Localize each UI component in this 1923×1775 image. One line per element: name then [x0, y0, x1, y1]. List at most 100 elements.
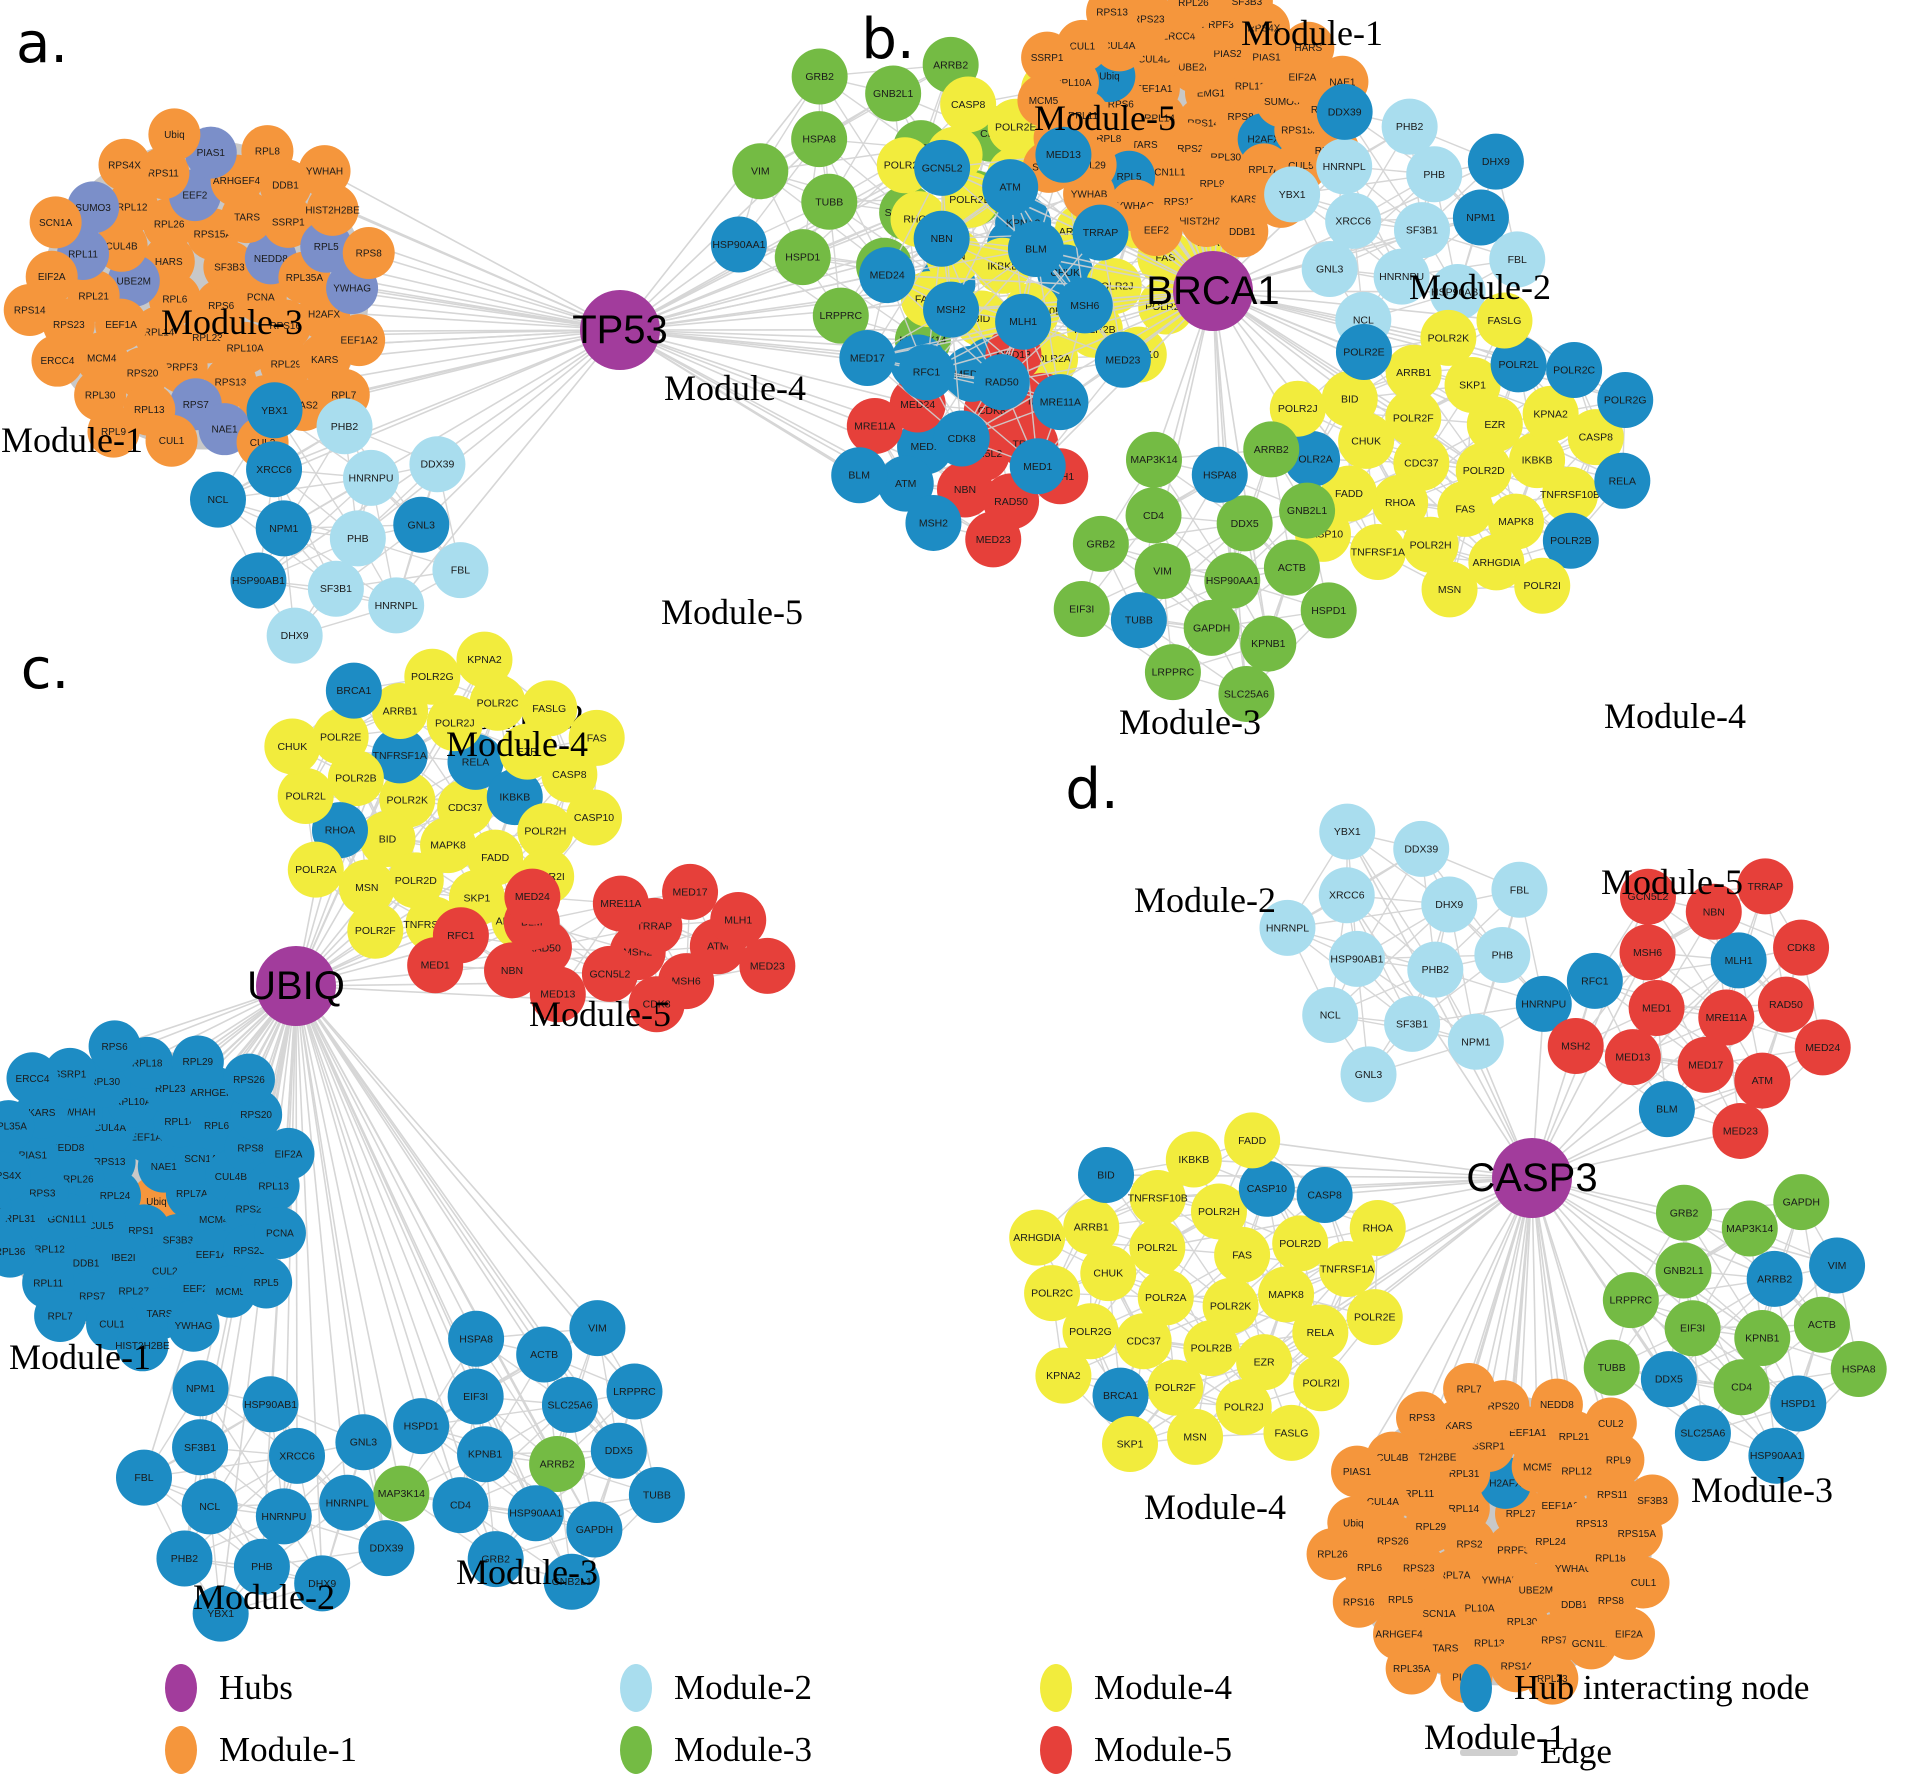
node-label-GAPDH: GAPDH	[1193, 622, 1230, 634]
node-label-DHX9: DHX9	[281, 630, 309, 642]
node-TUBB: TUBB	[1110, 592, 1167, 649]
node-label-NEDD8: NEDD8	[50, 1143, 84, 1154]
node-label-SSRP1: SSRP1	[1472, 1442, 1505, 1453]
node-circle-TUBB	[628, 1467, 685, 1524]
node-label-BID: BID	[1097, 1170, 1115, 1182]
node-MSH2: MSH2	[1547, 1017, 1604, 1074]
node-label-MSH2: MSH2	[936, 304, 965, 316]
node-label-RPL13: RPL13	[134, 405, 165, 416]
node-circle-GNL3	[1340, 1046, 1397, 1103]
node-label-RPL5: RPL5	[1388, 1595, 1413, 1606]
node-label-POLR2E: POLR2E	[1343, 346, 1384, 358]
node-label-SKP1: SKP1	[1117, 1439, 1144, 1451]
node-circle-SF3B3	[1220, 0, 1273, 28]
node-label-CASP8: CASP8	[552, 769, 587, 781]
node-EIF3I: EIF3I	[1664, 1300, 1721, 1357]
node-label-HSP90AB1: HSP90AB1	[1431, 286, 1484, 298]
node-XRCC6: XRCC6	[246, 441, 303, 498]
hub-edge	[357, 329, 621, 540]
node-label-TNFRSF1A: TNFRSF1A	[1351, 546, 1405, 558]
node-HNRNPL: HNRNPL	[1316, 138, 1373, 195]
node-label-DDX39: DDX39	[420, 459, 454, 471]
node-SF3B3: SF3B3	[1626, 1474, 1679, 1527]
node-TNFRSF1A: TNFRSF1A	[371, 727, 428, 784]
node-label-POLR2F: POLR2F	[1155, 1382, 1196, 1394]
node-circle-RELA	[1292, 1304, 1349, 1361]
node-circle-CHUK	[264, 718, 321, 775]
node-circle-SF3B1	[307, 560, 364, 617]
node-ARHGDIA: ARHGDIA	[1468, 534, 1525, 591]
node-label-RPL23: RPL23	[1537, 1674, 1568, 1685]
hub-edge	[395, 329, 621, 606]
node-circle-XRCC6	[246, 441, 303, 498]
node-PIAS2: PIAS2	[1440, 1651, 1493, 1704]
node-FADD: FADD	[1321, 465, 1378, 522]
node-circle-FBL	[1489, 231, 1546, 288]
node-label-IKBKB: IKBKB	[1522, 455, 1553, 467]
hub-edge	[295, 985, 323, 1584]
node-circle-POLR2E	[1335, 323, 1392, 380]
node-NPM1: NPM1	[172, 1360, 229, 1417]
node-label-RPL7A: RPL7A	[176, 1189, 208, 1200]
node-label-FADD: FADD	[481, 852, 509, 864]
node-label-RPS13: RPS13	[1576, 1519, 1608, 1530]
hub-edge	[1531, 1177, 1775, 1280]
node-SF3B1: SF3B1	[172, 1419, 229, 1476]
node-PHB2: PHB2	[1407, 941, 1464, 998]
node-circle-VIM	[569, 1300, 626, 1357]
node-label-CDK8: CDK8	[643, 999, 671, 1011]
node-CDC37: CDC37	[1115, 1313, 1172, 1370]
node-label-HSPA8: HSPA8	[1203, 469, 1237, 481]
node-label-MED17: MED17	[1688, 1059, 1723, 1071]
node-label-EEF1A2: EEF1A2	[130, 1132, 168, 1143]
node-circle-NPM1	[1447, 1013, 1504, 1070]
node-MED24: MED24	[504, 868, 561, 925]
node-label-CDK8: CDK8	[1787, 942, 1815, 954]
node-label-SSRP1: SSRP1	[272, 217, 305, 228]
node-label-MRE11A: MRE11A	[854, 421, 895, 433]
node-label-HIST2H2BE: HIST2H2BE	[305, 205, 360, 216]
node-label-RPS8: RPS8	[1228, 112, 1255, 123]
node-circle-MED24	[1794, 1019, 1851, 1076]
node-label-POLR2G: POLR2G	[1069, 1326, 1112, 1338]
node-label-RPL14: RPL14	[164, 1117, 195, 1128]
node-label-CDC37: CDC37	[1126, 1336, 1161, 1348]
hub-circle-BRCA1	[1173, 251, 1253, 331]
node-HNRNPL: HNRNPL	[319, 1474, 376, 1531]
node-circle-GNL3	[335, 1414, 392, 1471]
node-label-POLR2I: POLR2I	[1524, 580, 1561, 592]
node-circle-RAD50	[1757, 976, 1814, 1033]
node-label-DDX39: DDX39	[1404, 843, 1438, 855]
node-label-RPS14: RPS14	[1187, 119, 1219, 130]
node-circle-MRE11A	[1032, 374, 1089, 431]
node-label-CD4: CD4	[450, 1500, 471, 1512]
node-label-RPL9: RPL9	[1606, 1455, 1631, 1466]
node-label-RPL29: RPL29	[183, 1057, 214, 1068]
node-label-TNFRSF1A: TNFRSF1A	[373, 750, 427, 762]
hub-edge	[619, 329, 918, 406]
node-MAP3K14: MAP3K14	[373, 1465, 430, 1522]
node-label-RPL7A: RPL7A	[1439, 1570, 1471, 1581]
node-label-ATM: ATM	[999, 182, 1020, 194]
node-label-RPS20: RPS20	[1488, 1402, 1520, 1413]
node-TRRAP: TRRAP	[1072, 204, 1129, 261]
node-ATM: ATM	[877, 455, 934, 512]
node-RPL26: RPL26	[1167, 0, 1220, 29]
hub-edge	[295, 985, 486, 1455]
node-POLR2H: POLR2H	[1190, 1183, 1247, 1240]
node-label-BLM: BLM	[848, 470, 870, 482]
node-label-RPS20: RPS20	[240, 1110, 272, 1121]
node-label-SF3B3: SF3B3	[214, 262, 245, 273]
node-circle-RPS14	[3, 284, 56, 337]
node-POLR2G: POLR2G	[404, 648, 461, 705]
node-label-EMG1: EMG1	[1197, 88, 1226, 99]
node-label-HSPA8: HSPA8	[459, 1333, 493, 1345]
node-label-RPS23: RPS23	[1133, 14, 1165, 25]
node-label-UBE2I: UBE2I	[107, 1253, 136, 1264]
node-circle-HARS	[1282, 21, 1335, 74]
node-circle-RFC1	[1566, 952, 1623, 1009]
node-label-POLR2L: POLR2L	[1498, 359, 1538, 371]
node-circle-RPL26	[1167, 0, 1220, 29]
node-circle-HSP90AA1	[507, 1485, 564, 1542]
node-MLH1: MLH1	[995, 293, 1052, 350]
